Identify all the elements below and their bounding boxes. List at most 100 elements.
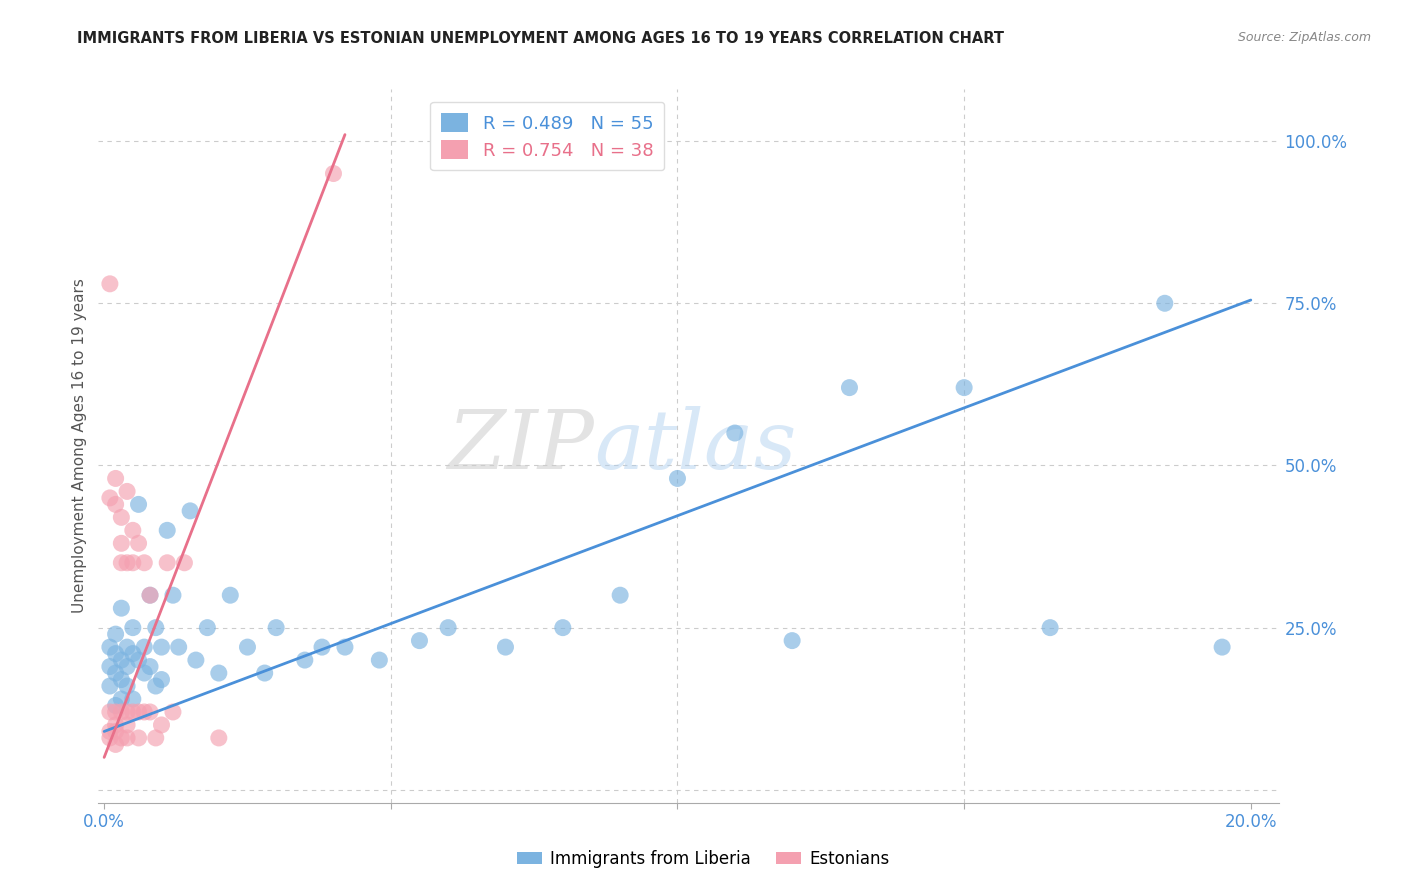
Point [98,731,121,745]
Point [150,718,173,732]
Point [134,640,156,654]
Point [1153,296,1175,310]
Point [139,705,162,719]
Point [128,536,150,550]
Point [150,640,173,654]
Point [437,621,460,635]
Legend: R = 0.489   N = 55, R = 0.754   N = 38: R = 0.489 N = 55, R = 0.754 N = 38 [430,102,664,170]
Point [195,621,218,635]
Point [167,640,190,654]
Point [104,698,127,713]
Point [128,497,150,511]
Point [134,705,156,719]
Point [104,471,127,485]
Point [139,588,162,602]
Point [128,705,150,719]
Point [150,673,173,687]
Point [838,381,860,395]
Point [110,705,132,719]
Point [115,679,138,693]
Point [121,621,143,635]
Point [121,647,143,661]
Point [333,640,356,654]
Point [110,536,132,550]
Point [156,524,179,538]
Text: atlas: atlas [595,406,797,486]
Point [104,666,127,681]
Point [134,556,156,570]
Point [495,640,517,654]
Point [666,471,689,485]
Point [98,724,121,739]
Point [953,381,976,395]
Point [145,679,167,693]
Point [104,724,127,739]
Point [145,621,167,635]
Point [139,659,162,673]
Point [208,666,231,681]
Point [98,705,121,719]
Point [110,601,132,615]
Point [208,731,231,745]
Point [724,425,747,440]
Point [110,556,132,570]
Text: IMMIGRANTS FROM LIBERIA VS ESTONIAN UNEMPLOYMENT AMONG AGES 16 TO 19 YEARS CORRE: IMMIGRANTS FROM LIBERIA VS ESTONIAN UNEM… [77,31,1004,46]
Point [115,640,138,654]
Point [115,659,138,673]
Point [98,659,121,673]
Point [104,647,127,661]
Point [139,588,162,602]
Text: ZIP: ZIP [447,406,595,486]
Point [609,588,631,602]
Point [121,705,143,719]
Text: Source: ZipAtlas.com: Source: ZipAtlas.com [1237,31,1371,45]
Point [179,504,201,518]
Point [134,666,156,681]
Point [110,692,132,706]
Point [110,731,132,745]
Point [1039,621,1062,635]
Point [121,556,143,570]
Point [98,640,121,654]
Point [104,497,127,511]
Point [264,621,287,635]
Point [162,705,184,719]
Point [156,556,179,570]
Point [368,653,391,667]
Point [104,705,127,719]
Point [104,738,127,752]
Point [115,484,138,499]
Point [173,556,195,570]
Point [408,633,430,648]
Point [121,692,143,706]
Point [110,673,132,687]
Legend: Immigrants from Liberia, Estonians: Immigrants from Liberia, Estonians [510,844,896,875]
Point [145,731,167,745]
Point [128,731,150,745]
Point [236,640,259,654]
Point [551,621,574,635]
Point [98,679,121,693]
Point [104,718,127,732]
Point [115,731,138,745]
Point [115,556,138,570]
Point [104,627,127,641]
Point [184,653,207,667]
Point [294,653,316,667]
Point [322,167,344,181]
Point [253,666,276,681]
Point [98,491,121,505]
Point [110,510,132,524]
Point [780,633,803,648]
Point [98,277,121,291]
Point [115,718,138,732]
Point [110,653,132,667]
Point [128,653,150,667]
Point [311,640,333,654]
Point [121,524,143,538]
Point [219,588,242,602]
Point [115,705,138,719]
Point [1211,640,1233,654]
Point [162,588,184,602]
Y-axis label: Unemployment Among Ages 16 to 19 years: Unemployment Among Ages 16 to 19 years [72,278,87,614]
